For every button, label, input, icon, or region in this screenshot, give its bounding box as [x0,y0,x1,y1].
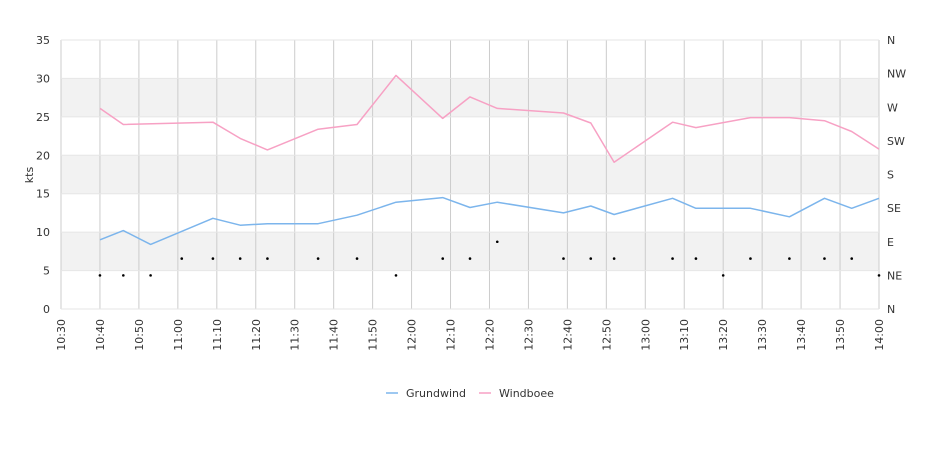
legend-item-grundwind[interactable]: Grundwind [386,387,466,400]
direction-tick-label: S [887,169,894,182]
legend-label: Grundwind [406,387,466,400]
direction-dot [468,257,472,260]
legend[interactable]: Grundwind Windboee [386,387,554,400]
x-tick-label: 11:40 [328,319,341,351]
x-tick-label: 13:00 [639,319,652,351]
direction-tick-label: N [887,34,895,47]
legend-label: Windboee [499,387,554,400]
direction-dot [441,257,445,260]
direction-dot [850,257,854,260]
direction-dot [562,257,565,260]
direction-dot [394,274,398,277]
x-tick-label: 12:50 [600,319,613,351]
y-tick-label: 25 [36,111,50,124]
x-tick-label: 12:10 [445,319,458,351]
x-tick-label: 13:20 [717,319,730,351]
direction-dot [612,257,616,260]
direction-dot [149,274,152,277]
direction-dot [877,274,881,277]
x-tick-label: 11:50 [367,319,380,351]
x-tick-label: 11:30 [289,319,302,351]
vertical-gridlines [60,40,880,309]
plot-band [61,232,879,271]
direction-dot [98,274,102,277]
direction-tick-label: SW [887,135,905,148]
x-tick-label: 13:50 [834,319,847,351]
x-tick-label: 12:00 [406,319,419,351]
direction-dot [589,257,593,260]
x-tick-label: 11:20 [250,319,263,351]
y-axis-ticks: 0 5 10 15 20 25 30 35 [36,34,50,316]
x-tick-label: 13:40 [795,319,808,351]
y-tick-label: 15 [36,188,50,201]
direction-dot [671,257,674,260]
direction-dot [180,257,184,260]
direction-dot [211,257,215,260]
direction-dot [238,257,242,260]
y-tick-label: 30 [36,72,50,85]
y-tick-label: 0 [43,303,50,316]
direction-tick-label: NW [887,68,906,81]
direction-dot [122,274,125,277]
y-axis-label: kts [23,167,36,184]
series-line-windboee [99,74,880,163]
y-tick-label: 20 [36,149,50,162]
direction-dots [98,240,881,277]
direction-dot [355,257,359,260]
direction-tick-label: NE [887,269,902,282]
horizontal-gridlines [61,39,879,310]
direction-dot [694,257,698,260]
x-tick-label: 11:10 [211,319,224,351]
plot-band [61,155,879,194]
direction-tick-label: W [887,101,898,114]
direction-dot [788,257,791,260]
x-tick-label: 13:10 [678,319,691,351]
x-tick-label: 12:40 [561,319,574,351]
series-line-grundwind [99,196,880,246]
y-tick-label: 35 [36,34,50,47]
x-tick-label: 14:00 [873,319,886,351]
y-tick-label: 5 [43,265,50,278]
x-tick-label: 12:30 [522,319,535,351]
x-axis-ticks: 10:30 10:40 10:50 11:00 11:10 11:20 11:30 11:40… [55,319,886,351]
x-tick-label: 10:40 [94,319,107,351]
direction-axis-ticks: N NE E SE S SW W NW N [887,34,906,316]
x-tick-label: 12:20 [483,319,496,351]
plot-bands [61,78,879,271]
x-tick-label: 10:50 [133,319,146,351]
direction-dot [495,240,499,244]
x-tick-label: 11:00 [172,319,185,351]
direction-dot [721,274,725,277]
direction-tick-label: E [887,236,894,249]
direction-dot [266,257,269,260]
direction-dot [316,257,320,260]
direction-dot [823,257,826,260]
y-tick-label: 10 [36,226,50,239]
x-tick-label: 13:30 [756,319,769,351]
direction-tick-label: N [887,303,895,316]
legend-item-windboee[interactable]: Windboee [479,387,554,400]
direction-tick-label: SE [887,202,901,215]
x-tick-label: 10:30 [55,319,68,351]
series-lines [98,74,881,277]
direction-dot [749,257,752,260]
